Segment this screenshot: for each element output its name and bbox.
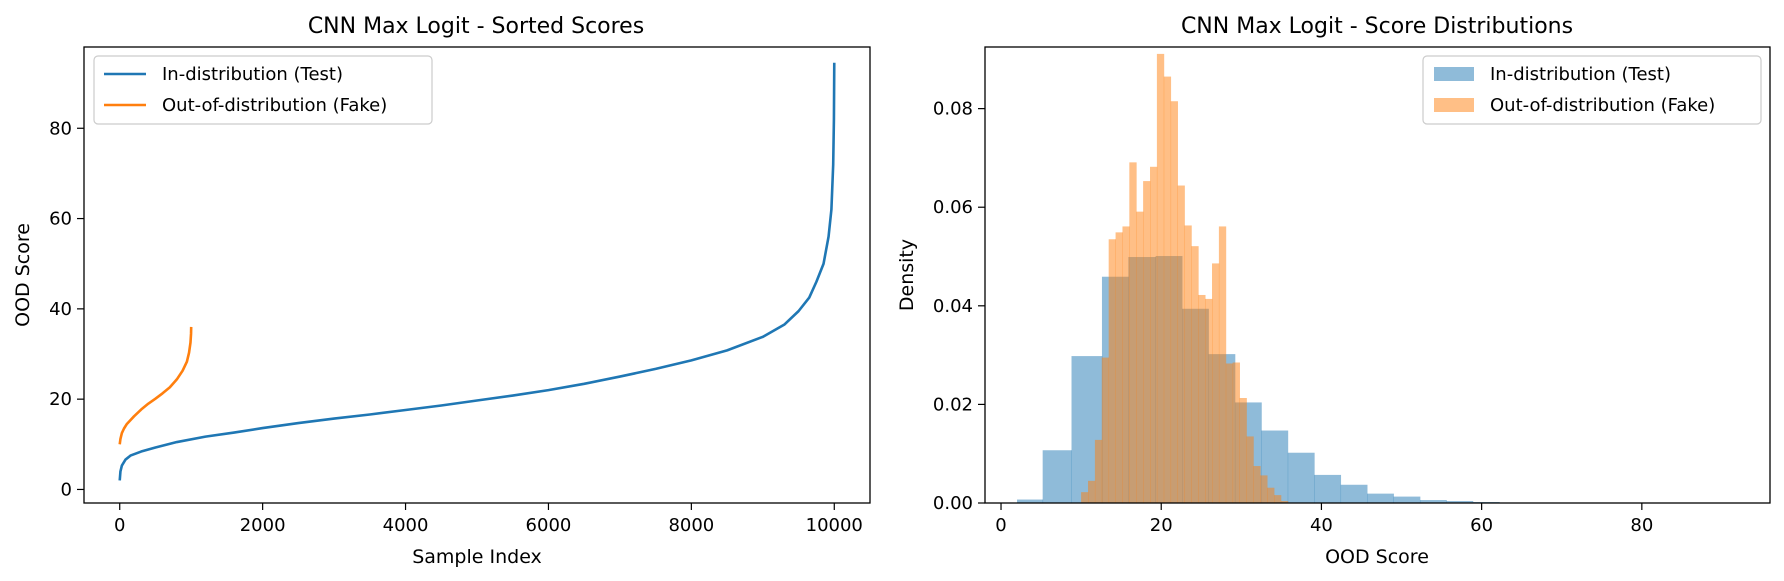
- histogram-bar: [1017, 499, 1044, 503]
- legend: In-distribution (Test) Out-of-distributi…: [93, 55, 433, 125]
- histogram-bar: [1218, 226, 1227, 503]
- histogram-bar: [1150, 166, 1158, 504]
- axes-frame: [83, 46, 871, 504]
- histogram-bar: [1446, 501, 1474, 503]
- legend-swatch-in-distribution: [1434, 67, 1474, 81]
- y-tick-label: 40: [49, 299, 72, 320]
- legend-label-in-distribution: In-distribution (Test): [162, 64, 343, 85]
- x-tick-label: 10000: [806, 515, 863, 536]
- legend-label-out-of-distribution: Out-of-distribution (Fake): [1490, 95, 1715, 116]
- y-tick-label: 20: [49, 389, 72, 410]
- histogram-out-of-distribution: [1081, 53, 1289, 504]
- y-tick-label: 0.06: [933, 197, 973, 218]
- y-axis-label: Density: [896, 239, 918, 311]
- x-tick-label: 0: [995, 515, 1006, 536]
- histogram-bar: [1340, 484, 1368, 503]
- y-tick-label: 0.00: [933, 493, 973, 514]
- histogram-bar: [1287, 452, 1315, 503]
- plot-area: [1017, 53, 1527, 504]
- histogram-bar: [1177, 185, 1185, 503]
- histogram-bar: [1225, 363, 1234, 503]
- histogram-bar: [1253, 466, 1261, 503]
- histogram-bar: [1260, 475, 1268, 503]
- histogram-bar: [1042, 450, 1072, 503]
- histogram-bar: [1419, 500, 1447, 503]
- histogram-in-distribution: [1017, 256, 1527, 503]
- x-axis-label: Sample Index: [412, 546, 542, 568]
- x-axis-ticks: 0 2000 4000 6000 8000 10000: [114, 503, 863, 536]
- legend-box: [93, 55, 433, 125]
- histogram-bar: [1170, 101, 1178, 503]
- axes-frame: [984, 46, 1771, 504]
- chart-title: CNN Max Logit - Sorted Scores: [308, 14, 644, 39]
- legend-box: [1422, 55, 1762, 125]
- y-tick-label: 80: [49, 118, 72, 139]
- histogram-bar: [1191, 246, 1199, 503]
- histogram-bar: [1205, 298, 1213, 503]
- histogram-bar: [1367, 493, 1394, 503]
- y-tick-label: 0: [61, 479, 72, 500]
- histogram-bar: [1198, 294, 1206, 503]
- plot-area: [118, 62, 836, 481]
- x-tick-label: 80: [1630, 515, 1653, 536]
- x-tick-label: 2000: [240, 515, 286, 536]
- histogram-bar: [1094, 439, 1103, 503]
- histogram-bar: [1246, 436, 1254, 503]
- histogram-bar: [1136, 211, 1144, 503]
- legend-label-out-of-distribution: Out-of-distribution (Fake): [162, 95, 387, 116]
- legend-label-in-distribution: In-distribution (Test): [1490, 64, 1671, 85]
- histogram-bar: [1115, 232, 1123, 504]
- x-tick-label: 4000: [383, 515, 429, 536]
- series-line-in-distribution: [118, 62, 836, 481]
- y-tick-label: 0.02: [933, 394, 973, 415]
- legend-swatch-out-of-distribution: [1434, 98, 1474, 112]
- histogram-bar: [1274, 495, 1282, 503]
- x-tick-label: 60: [1470, 515, 1493, 536]
- histogram-bar: [1163, 76, 1172, 503]
- y-tick-label: 0.04: [933, 296, 973, 317]
- histogram-bar: [1393, 496, 1421, 503]
- y-axis-ticks: 0 20 40 60 80: [49, 118, 84, 500]
- histogram-bar: [1108, 239, 1116, 503]
- histogram-bar: [1232, 362, 1240, 503]
- histogram-bar: [1280, 501, 1289, 503]
- histogram-bar: [1101, 357, 1110, 503]
- x-tick-label: 0: [114, 515, 125, 536]
- y-axis-ticks: 0.00 0.02 0.04 0.06 0.08: [933, 99, 985, 514]
- score-distributions-chart: CNN Max Logit - Score Distributions 0 20 4…: [896, 14, 1771, 568]
- histogram-bar: [1143, 181, 1151, 503]
- histogram-bar: [1122, 226, 1130, 503]
- y-axis-label: OOD Score: [12, 223, 34, 327]
- histogram-bar: [1088, 480, 1096, 503]
- x-tick-label: 8000: [668, 515, 714, 536]
- y-tick-label: 60: [49, 209, 72, 230]
- x-tick-label: 6000: [526, 515, 572, 536]
- x-tick-label: 20: [1150, 515, 1173, 536]
- histogram-bar: [1212, 263, 1220, 503]
- chart-title: CNN Max Logit - Score Distributions: [1181, 14, 1573, 39]
- x-axis-ticks: 0 20 40 60 80: [995, 503, 1653, 536]
- x-axis-label: OOD Score: [1325, 546, 1429, 568]
- histogram-bar: [1267, 487, 1275, 503]
- histogram-bar: [1239, 398, 1247, 503]
- histogram-bar: [1129, 162, 1137, 504]
- legend: In-distribution (Test) Out-of-distributi…: [1422, 55, 1762, 125]
- histogram-bar: [1081, 492, 1089, 503]
- histogram-bar: [1184, 225, 1192, 503]
- series-line-out-of-distribution: [118, 326, 193, 445]
- y-tick-label: 0.08: [933, 99, 973, 120]
- histogram-bar: [1314, 474, 1342, 503]
- sorted-scores-chart: CNN Max Logit - Sorted Scores 0 2000 4000 6…: [12, 14, 871, 568]
- histogram-bar: [1156, 53, 1165, 504]
- x-tick-label: 40: [1310, 515, 1333, 536]
